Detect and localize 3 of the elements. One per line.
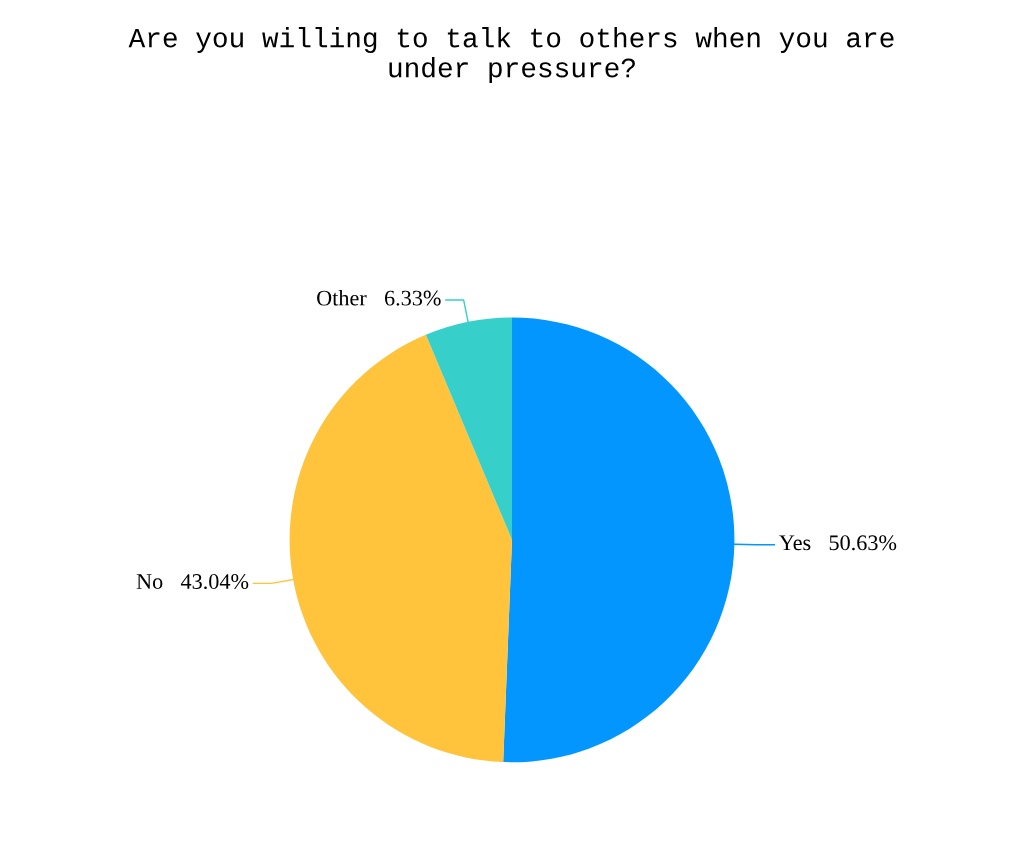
chart-title: Are you willing to talk to others when you are under pressure? — [128, 27, 894, 83]
slice-label: Yes50.63% — [779, 535, 897, 551]
slice-label: Other6.33% — [317, 289, 441, 306]
